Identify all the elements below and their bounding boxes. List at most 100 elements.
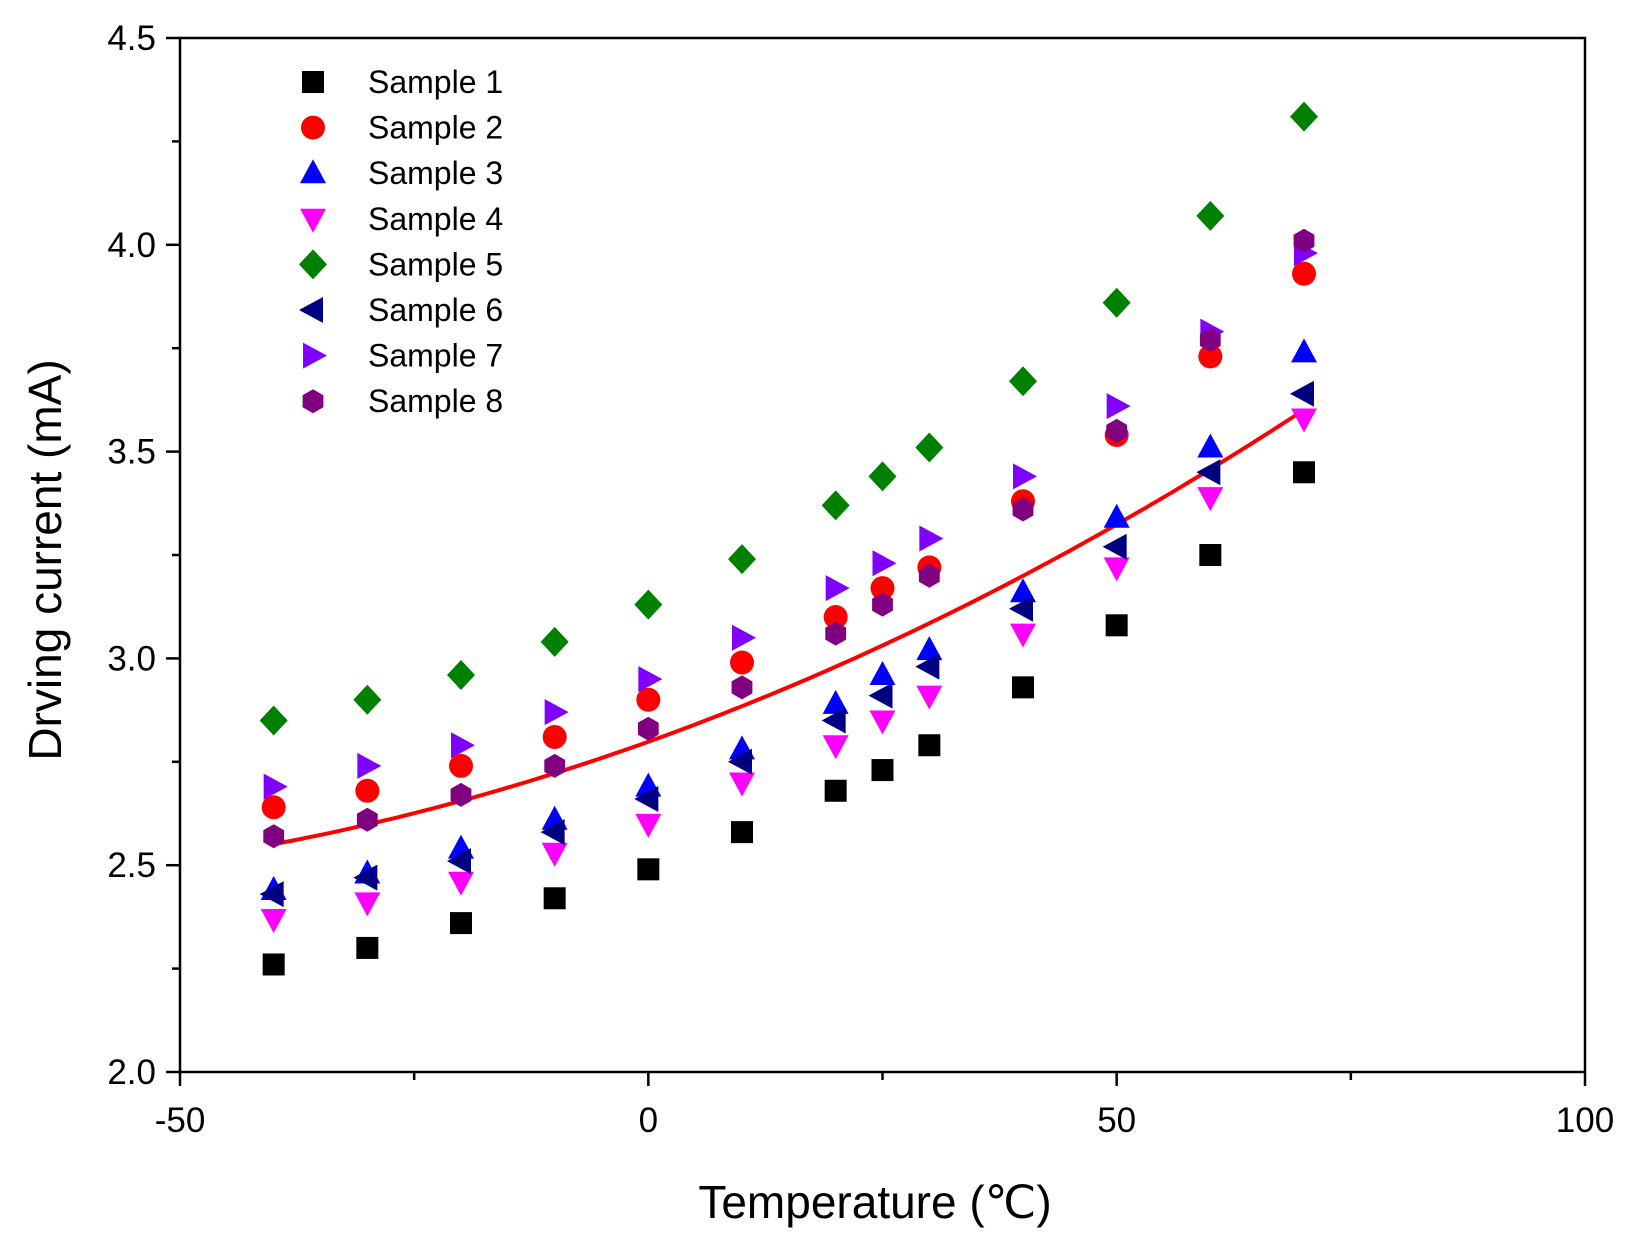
y-tick-label: 3.0 — [107, 639, 156, 678]
x-axis-title: Temperature (℃) — [698, 1176, 1051, 1228]
legend-item: Sample 6 — [299, 292, 503, 328]
data-point — [868, 461, 897, 492]
data-point — [541, 842, 568, 867]
legend-label: Sample 1 — [368, 64, 503, 100]
legend-marker — [303, 342, 327, 369]
series-1 — [262, 461, 1315, 976]
data-point — [1010, 623, 1036, 648]
x-tick-label: 0 — [639, 1101, 658, 1140]
data-point — [1102, 533, 1127, 560]
data-point — [635, 813, 662, 838]
legend-label: Sample 2 — [368, 110, 503, 146]
data-point — [1009, 366, 1037, 397]
legend-label: Sample 5 — [368, 246, 503, 282]
legend-marker — [299, 249, 327, 280]
y-tick-label: 4.0 — [107, 226, 156, 265]
data-point — [261, 795, 286, 820]
legend-item: Sample 7 — [303, 338, 503, 374]
plot-border — [178, 36, 1587, 1074]
data-point — [870, 576, 895, 601]
series-6 — [259, 380, 1314, 908]
data-point — [729, 772, 755, 797]
data-point — [356, 936, 379, 959]
y-tick-label: 2.5 — [107, 846, 156, 885]
data-point — [357, 752, 382, 779]
data-point — [822, 689, 849, 714]
data-point — [540, 626, 569, 657]
data-point — [637, 716, 659, 741]
data-point — [353, 864, 378, 891]
data-point — [638, 666, 663, 693]
data-point — [1290, 380, 1314, 407]
data-point — [542, 724, 567, 749]
data-point — [871, 759, 894, 782]
data-point — [1291, 408, 1317, 433]
data-points-layer — [259, 101, 1318, 976]
legend-label: Sample 4 — [368, 201, 503, 237]
data-point — [634, 589, 663, 620]
data-point — [1197, 487, 1224, 512]
plot-frame: -50 0 50 100 2.0 2.5 3.0 3.5 4.0 4.5 — [107, 19, 1614, 1140]
legend-marker — [301, 115, 325, 140]
data-point — [1291, 338, 1317, 363]
data-point — [916, 685, 943, 710]
data-point — [1197, 433, 1224, 458]
legend-marker — [300, 208, 326, 233]
data-point — [916, 636, 943, 661]
data-point — [869, 710, 896, 735]
data-point — [449, 753, 473, 778]
data-point — [728, 748, 752, 775]
data-point — [1199, 544, 1222, 566]
data-point — [356, 807, 378, 832]
data-point — [918, 734, 941, 757]
data-point — [1012, 497, 1034, 522]
legend-marker — [302, 71, 324, 93]
data-point — [1012, 676, 1034, 699]
data-point — [1013, 463, 1037, 490]
data-point — [451, 732, 475, 759]
data-point — [732, 624, 756, 651]
data-point — [540, 819, 565, 846]
data-point — [728, 544, 756, 575]
data-point — [731, 675, 753, 700]
data-point — [1105, 614, 1128, 637]
data-point — [824, 779, 847, 802]
legend-marker — [300, 159, 326, 184]
data-point — [825, 621, 847, 646]
data-point — [1293, 461, 1315, 484]
data-point — [353, 684, 382, 715]
legend-item: Sample 4 — [300, 201, 503, 237]
data-point — [450, 912, 472, 935]
legend-label: Sample 3 — [368, 155, 503, 191]
data-point — [1199, 327, 1221, 352]
x-tick-label: 100 — [1556, 1101, 1614, 1140]
data-point — [263, 824, 285, 849]
data-point — [544, 753, 566, 778]
data-point — [260, 908, 287, 933]
data-point — [354, 892, 381, 917]
legend-label: Sample 8 — [368, 383, 503, 419]
data-point — [919, 525, 944, 552]
data-point — [259, 705, 288, 736]
data-point — [872, 550, 897, 577]
data-point — [1009, 595, 1033, 622]
legend-item: Sample 8 — [302, 383, 503, 419]
x-tick-label: 50 — [1097, 1101, 1136, 1140]
data-point — [1293, 228, 1315, 253]
y-tick-label: 2.0 — [107, 1053, 156, 1092]
data-point — [450, 782, 472, 807]
data-point — [447, 848, 471, 875]
series-5 — [259, 101, 1318, 736]
data-point — [634, 786, 659, 813]
legend-label: Sample 6 — [368, 292, 503, 328]
data-point — [1103, 557, 1130, 582]
data-point — [637, 858, 660, 881]
legend-marker — [299, 297, 323, 323]
data-point — [731, 821, 753, 844]
data-point — [868, 682, 893, 709]
series-3 — [260, 338, 1317, 901]
fit-curve-line — [273, 408, 1306, 847]
data-point — [1198, 344, 1223, 369]
data-point — [1196, 459, 1221, 486]
